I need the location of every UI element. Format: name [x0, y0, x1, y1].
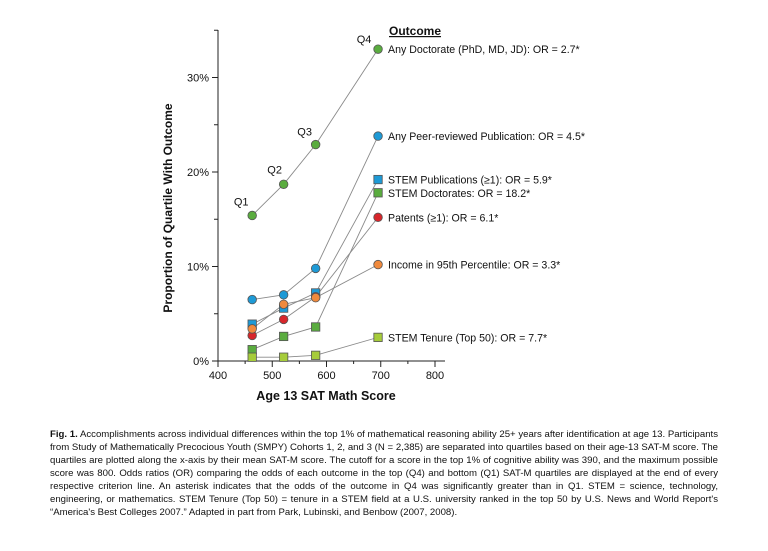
quartile-label: Q3: [297, 127, 312, 139]
x-axis-label: Age 13 SAT Math Score: [256, 389, 395, 403]
data-point: [247, 294, 257, 305]
series-label: Any Peer-reviewed Publication: OR = 4.5*: [388, 131, 585, 143]
series-line: [251, 264, 379, 330]
data-point: [247, 352, 257, 362]
data-point: [311, 322, 321, 332]
x-tick-label: 500: [263, 370, 281, 382]
caption-text: Accomplishments across individual differ…: [50, 429, 719, 518]
x-tick-label: 400: [209, 370, 227, 382]
data-point: [247, 324, 257, 334]
quartile-label: Q2: [267, 164, 282, 176]
series-line: [252, 192, 379, 351]
quartile-label: Q4: [357, 34, 372, 46]
series-lines: [251, 48, 379, 358]
data-point: [373, 44, 383, 54]
data-point: [373, 332, 383, 342]
data-point: [247, 210, 257, 221]
series-label: Income in 95th Percentile: OR = 3.3*: [388, 260, 560, 272]
data-point: [373, 259, 383, 270]
data-point: [278, 299, 289, 310]
x-tick-label: 600: [317, 370, 335, 382]
chart: 0% 10% 20% 30% 400 500 600 700 800 Age 13 SAT Ma…: [161, 24, 585, 403]
series-label: STEM Doctorates: OR = 18.2*: [388, 188, 530, 200]
figure: 0% 10% 20% 30% 400 500 600 700 800 Age 13 SAT Ma…: [161, 24, 585, 403]
legend-title: Outcome: [389, 24, 441, 38]
data-point: [278, 179, 289, 189]
data-point: [373, 212, 383, 223]
series-line: [251, 217, 379, 336]
data-point: [373, 188, 383, 198]
data-point: [310, 139, 321, 150]
series-label: STEM Tenure (Top 50): OR = 7.7*: [388, 332, 547, 344]
series-line: [252, 135, 379, 301]
data-point: [310, 263, 321, 274]
data-point: [279, 331, 289, 342]
y-tick-label: 20%: [187, 167, 209, 179]
figure-caption: Fig. 1. Accomplishments across individua…: [50, 428, 718, 519]
y-tick-label: 30%: [187, 73, 209, 85]
series-label: Any Doctorate (PhD, MD, JD): OR = 2.7*: [388, 44, 580, 56]
data-point: [278, 290, 289, 300]
quartile-label: Q1: [234, 196, 249, 208]
series-label: Patents (≥1): OR = 6.1*: [388, 212, 498, 224]
x-tick-label: 800: [426, 370, 444, 382]
data-point: [247, 345, 257, 355]
data-point: [279, 352, 289, 362]
data-point: [373, 131, 383, 141]
caption-label: Fig. 1.: [50, 429, 78, 440]
y-tick-label: 10%: [187, 262, 209, 274]
data-point: [278, 314, 289, 325]
data-point: [373, 174, 383, 185]
series-line: [251, 48, 379, 216]
series-line: [252, 336, 379, 358]
series-label: STEM Publications (≥1): OR = 5.9*: [388, 175, 552, 187]
chart-labels: Age 13 SAT Math Score Proportion of Quart…: [161, 24, 585, 403]
data-points: [247, 44, 383, 362]
x-tick-label: 700: [372, 370, 390, 382]
y-tick-label: 0%: [193, 356, 209, 368]
data-point: [310, 292, 321, 303]
y-axis-label: Proportion of Quartile With Outcome: [161, 103, 175, 313]
series-line: [251, 179, 379, 325]
axes: 0% 10% 20% 30% 400 500 600 700 800: [187, 29, 445, 382]
data-point: [311, 350, 321, 360]
